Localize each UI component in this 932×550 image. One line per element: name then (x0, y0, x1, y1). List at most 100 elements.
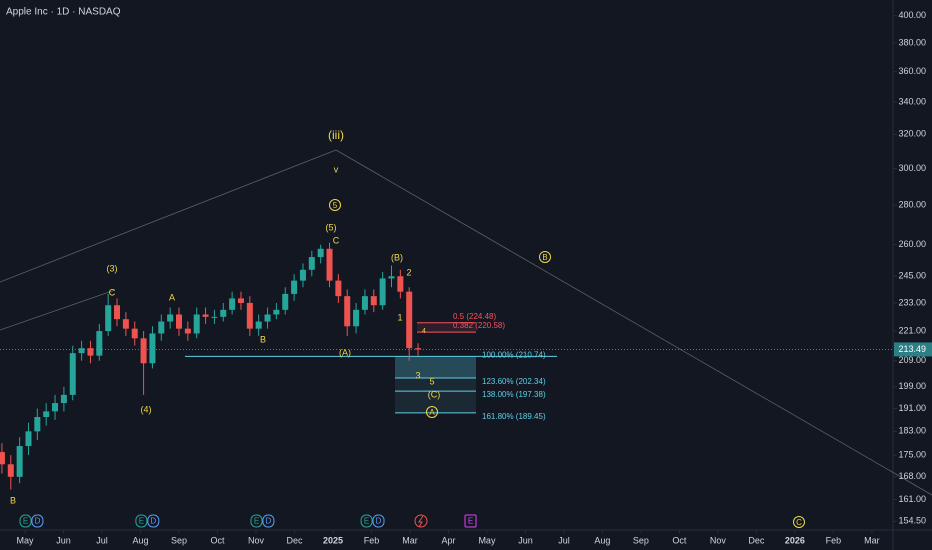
wave-label: (3) (107, 263, 118, 273)
fib-label: 123.60% (202.34) (482, 377, 546, 386)
candle-body (255, 321, 262, 329)
candle-body (96, 331, 103, 356)
fib-zone (395, 377, 476, 392)
fib-zone (395, 391, 476, 413)
event-label: E (23, 517, 28, 526)
y-tick-label: 154.50 (898, 516, 926, 526)
event-icon (418, 515, 424, 528)
wave-label: C (796, 518, 802, 527)
candle-body (353, 309, 360, 327)
event-marker (262, 514, 275, 528)
wave-label: B (10, 495, 16, 505)
y-tick-label: 260.00 (898, 239, 926, 249)
wave-label: 4 (422, 328, 426, 335)
y-tick-label: 400.00 (898, 10, 926, 20)
candle-body (184, 328, 191, 334)
candle-body (237, 298, 244, 303)
event-label: D (266, 517, 272, 526)
y-tick-label: 221.00 (898, 325, 926, 335)
x-tick-label: Mar (864, 535, 880, 545)
chart-title: Apple Inc · 1D · NASDAQ (6, 7, 121, 18)
wave-label: (C) (428, 389, 441, 399)
wave-circle (539, 251, 551, 263)
candle-body (308, 257, 315, 270)
x-tick-label: Feb (364, 535, 380, 545)
wave-label: 5 (429, 376, 434, 386)
event-marker (147, 514, 160, 528)
wave-label: C (109, 287, 116, 297)
candle-body (361, 296, 368, 310)
fib-label: 161.80% (189.45) (482, 412, 546, 421)
wave-label: v (334, 164, 339, 174)
plot: 0.5 (224.48)0.382 (220.58) 100.00% (210.7… (0, 242, 557, 490)
x-tick-label: Dec (748, 535, 765, 545)
wave-label: (4) (141, 404, 152, 414)
x-tick-label: Jun (56, 535, 71, 545)
x-tick-label: Dec (286, 535, 303, 545)
candle-body (43, 411, 50, 418)
x-tick-label: Sep (633, 535, 649, 545)
y-tick-label: 209.00 (898, 355, 926, 365)
candle-body (273, 309, 280, 315)
trend-line (335, 149, 932, 496)
y-tick-label: 245.00 (898, 271, 926, 281)
y-tick-label: 360.00 (898, 66, 926, 76)
candle-body (131, 328, 138, 339)
candle-body (140, 338, 147, 364)
candle-body (370, 296, 377, 306)
wave-circle (793, 516, 805, 528)
event-label: E (254, 517, 259, 526)
x-tick-label: Oct (672, 535, 687, 545)
x-tick-label: Sep (171, 535, 187, 545)
candle-body (69, 353, 76, 395)
candle-body (114, 305, 121, 320)
candle-body (397, 276, 404, 292)
event-label: D (376, 517, 382, 526)
x-tick-label: Jul (558, 535, 570, 545)
candle-body (344, 296, 351, 327)
event-label: E (139, 517, 144, 526)
candle-body (87, 348, 94, 356)
event-marker (19, 514, 32, 528)
candle-body (60, 394, 67, 404)
event-label: E (364, 517, 369, 526)
candle-body (52, 403, 59, 412)
y-tick-label: 380.00 (898, 37, 926, 47)
last-price-tag (894, 342, 932, 357)
lightning-icon (414, 514, 428, 528)
wave-label: 1 (397, 312, 402, 322)
event-label: E (468, 517, 473, 526)
x-tick-label: Jun (518, 535, 533, 545)
trend-lines (0, 149, 932, 496)
fib-label: 138.00% (197.38) (482, 390, 546, 399)
candle-body (34, 417, 41, 432)
candle-body (415, 348, 422, 350)
candle-body (202, 314, 209, 317)
fib-label: 100.00% (210.74) (482, 350, 546, 359)
candle-body (317, 248, 324, 258)
fib-zone (395, 356, 476, 378)
x-tick-label: Nov (248, 535, 265, 545)
wave-label: (iii) (328, 128, 344, 142)
wave-label: 3 (415, 370, 420, 380)
x-tick-label: May (478, 535, 496, 545)
wave-label: B (260, 334, 266, 344)
candle-body (149, 333, 156, 364)
candle-body (167, 314, 174, 322)
y-tick-label: 199.00 (898, 381, 926, 391)
candle-body (379, 278, 386, 306)
event-marker (31, 514, 44, 528)
candle-body (335, 280, 342, 297)
candle-body (291, 280, 298, 294)
x-tick-label: Nov (710, 535, 727, 545)
candle-body (229, 298, 236, 310)
wave-circle (329, 199, 341, 211)
candle-body (158, 321, 165, 334)
event-icon (414, 514, 428, 528)
candle-body (105, 305, 112, 332)
x-tick-label: Oct (210, 535, 225, 545)
wave-labels: (iii) v 5 (5) C (3) C A B (4) B (B) 2 1 … (10, 128, 805, 528)
